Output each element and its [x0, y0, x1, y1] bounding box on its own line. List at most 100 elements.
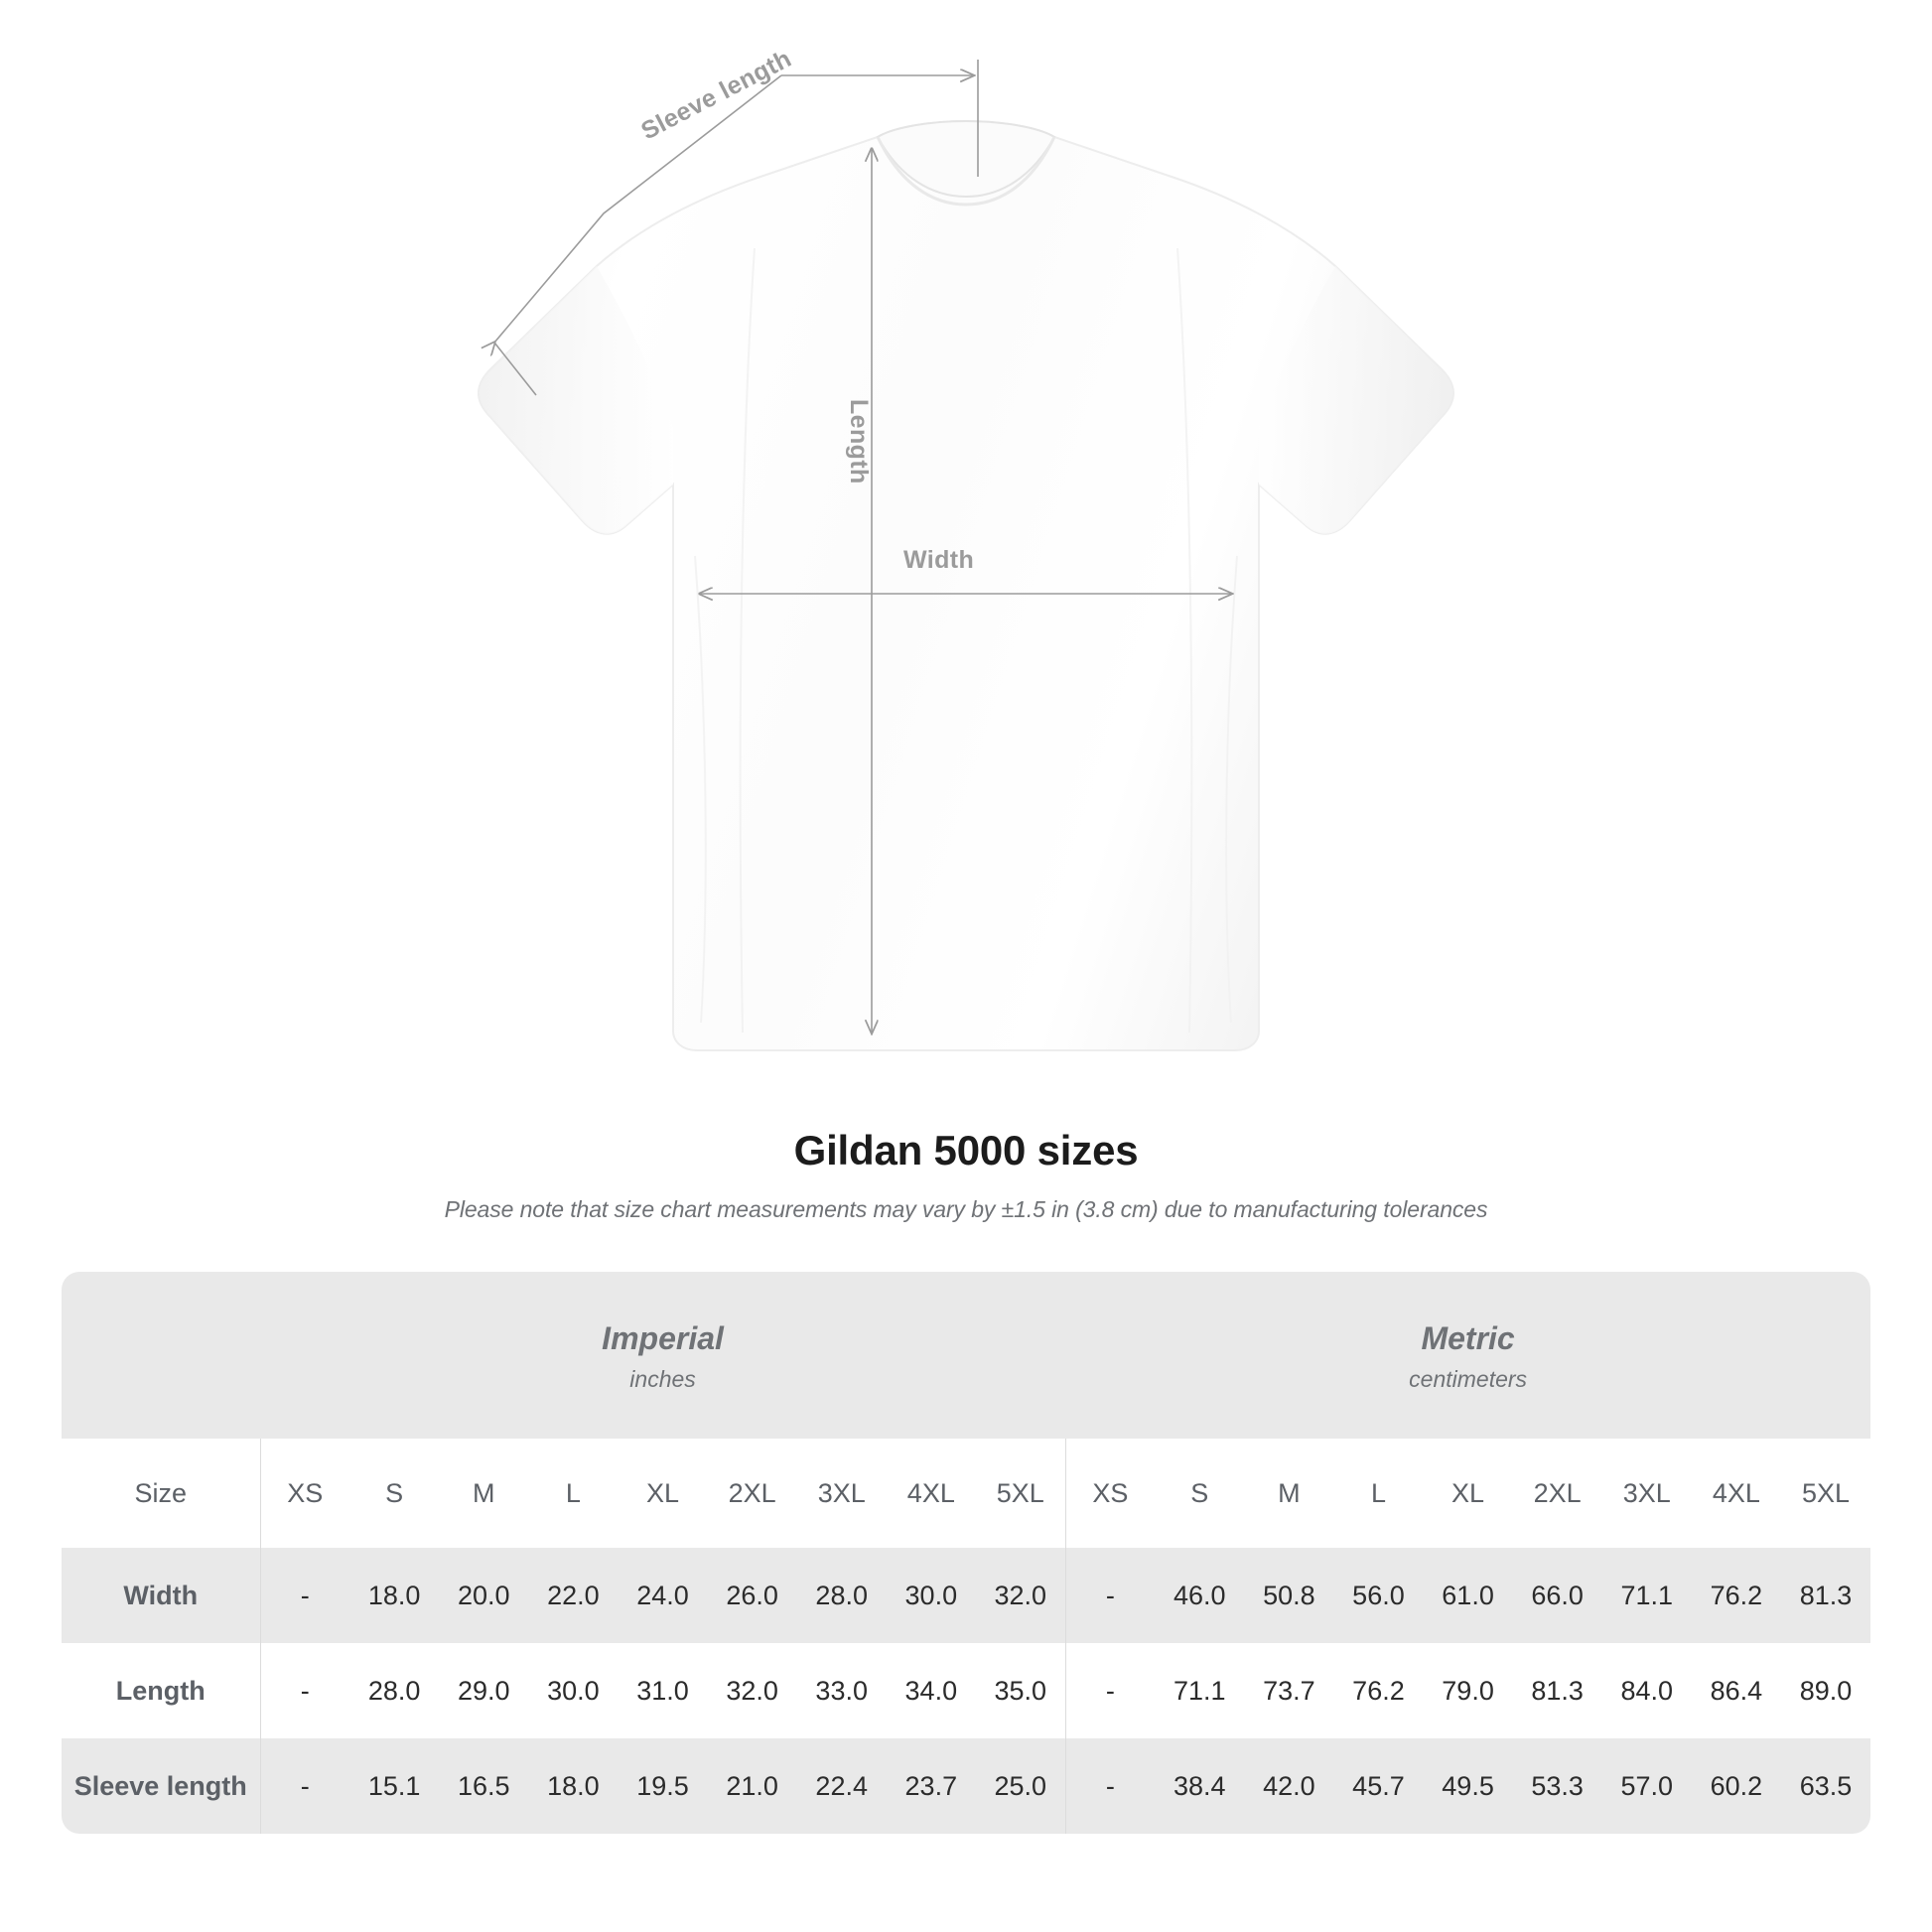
size-table-container: Imperial inches Metric centimeters Size XS S M L… — [62, 1272, 1871, 1834]
unit-row-spacer — [62, 1272, 260, 1439]
cell-sleeve-length-imperial-5xl: 25.0 — [975, 1738, 1066, 1834]
row-header-sleeve-length: Sleeve length — [62, 1738, 260, 1834]
cell-sleeve-length-metric-4xl: 60.2 — [1691, 1738, 1781, 1834]
cell-length-metric-xl: 79.0 — [1423, 1643, 1513, 1738]
cell-sleeve-length-imperial-s: 15.1 — [349, 1738, 440, 1834]
cell-sleeve-length-metric-xl: 49.5 — [1423, 1738, 1513, 1834]
cell-length-imperial-m: 29.0 — [439, 1643, 529, 1738]
cell-sleeve-length-metric-2xl: 53.3 — [1512, 1738, 1602, 1834]
cell-length-imperial-3xl: 33.0 — [796, 1643, 887, 1738]
cell-sleeve-length-imperial-xl: 19.5 — [618, 1738, 708, 1834]
sleeve-hem-tick — [493, 342, 537, 396]
size-column-header-imperial-4xl: 4XL — [886, 1439, 976, 1548]
length-label: Length — [845, 399, 873, 484]
cell-sleeve-length-metric-s: 38.4 — [1155, 1738, 1245, 1834]
unit-group-subtitle: centimeters — [1409, 1365, 1528, 1392]
table-row: Sleeve length -15.1 16.5 18.0 19.5 21.0 22.4 23… — [62, 1738, 1871, 1834]
left-sleeve-shading — [479, 266, 673, 534]
cell-width-imperial-xs: - — [259, 1548, 350, 1643]
cell-length-imperial-xl: 31.0 — [618, 1643, 708, 1738]
size-column-header-imperial-xl: XL — [618, 1439, 708, 1548]
size-column-header-metric-3xl: 3XL — [1601, 1439, 1692, 1548]
unit-group-subtitle: inches — [629, 1365, 696, 1392]
cell-width-metric-xs: - — [1064, 1548, 1156, 1643]
cell-width-imperial-5xl: 32.0 — [975, 1548, 1066, 1643]
size-column-header-imperial-3xl: 3XL — [796, 1439, 887, 1548]
unit-group-metric: Metric centimeters — [1065, 1272, 1871, 1439]
measurement-lines — [494, 60, 1231, 1033]
tolerance-note: Please note that size chart measurements… — [444, 1196, 1488, 1222]
cell-sleeve-length-metric-5xl: 63.5 — [1780, 1738, 1871, 1834]
unit-group-imperial: Imperial inches — [260, 1272, 1066, 1439]
cell-sleeve-length-imperial-3xl: 22.4 — [796, 1738, 887, 1834]
tshirt-illustration — [478, 60, 1454, 1051]
cell-length-imperial-xs: - — [259, 1643, 350, 1738]
cell-length-metric-2xl: 81.3 — [1512, 1643, 1602, 1738]
size-table: Imperial inches Metric centimeters Size XS S M L… — [62, 1272, 1871, 1834]
cell-width-metric-m: 50.8 — [1244, 1548, 1334, 1643]
size-column-header-imperial-s: S — [349, 1439, 440, 1548]
table-row: Length -28.0 29.0 30.0 31.0 32.0 33.0 34.0 35.0-… — [62, 1643, 1871, 1738]
cell-width-metric-l: 56.0 — [1333, 1548, 1424, 1643]
cell-length-metric-m: 73.7 — [1244, 1643, 1334, 1738]
cell-length-metric-5xl: 89.0 — [1780, 1643, 1871, 1738]
cell-width-metric-s: 46.0 — [1155, 1548, 1245, 1643]
size-column-header-imperial-5xl: 5XL — [975, 1439, 1066, 1548]
shirt-body-shape — [478, 119, 1454, 1051]
cell-sleeve-length-imperial-2xl: 21.0 — [707, 1738, 797, 1834]
cell-width-metric-2xl: 66.0 — [1512, 1548, 1602, 1643]
cell-width-imperial-xl: 24.0 — [618, 1548, 708, 1643]
cell-width-metric-5xl: 81.3 — [1780, 1548, 1871, 1643]
cell-width-imperial-3xl: 28.0 — [796, 1548, 887, 1643]
cell-sleeve-length-imperial-m: 16.5 — [439, 1738, 529, 1834]
size-column-header-metric-m: M — [1244, 1439, 1334, 1548]
size-column-header-metric-4xl: 4XL — [1691, 1439, 1781, 1548]
cell-length-imperial-5xl: 35.0 — [975, 1643, 1066, 1738]
tshirt-diagram: Sleeve length Length Width — [478, 45, 1454, 1051]
cell-width-imperial-2xl: 26.0 — [707, 1548, 797, 1643]
size-column-header-metric-5xl: 5XL — [1780, 1439, 1871, 1548]
title-block: Gildan 5000 sizes Please note that size … — [0, 1127, 1932, 1223]
cell-width-metric-3xl: 71.1 — [1601, 1548, 1692, 1643]
cell-length-imperial-l: 30.0 — [528, 1643, 619, 1738]
row-header-width: Width — [62, 1548, 260, 1643]
unit-group-name: Imperial — [602, 1319, 724, 1356]
cell-length-metric-3xl: 84.0 — [1601, 1643, 1692, 1738]
size-header-row: Size XS S M L XL 2XL 3XL 4XL 5XL XS S M L XL 2XL 3XL 4XL 5… — [62, 1439, 1871, 1548]
cell-sleeve-length-metric-m: 42.0 — [1244, 1738, 1334, 1834]
width-label: Width — [903, 546, 975, 574]
cell-length-imperial-2xl: 32.0 — [707, 1643, 797, 1738]
page-title: Gildan 5000 sizes — [793, 1127, 1139, 1173]
size-column-header-imperial-2xl: 2XL — [707, 1439, 797, 1548]
cell-sleeve-length-metric-xs: - — [1064, 1738, 1156, 1834]
cell-sleeve-length-imperial-l: 18.0 — [528, 1738, 619, 1834]
size-column-header-metric-s: S — [1155, 1439, 1245, 1548]
cell-width-imperial-s: 18.0 — [349, 1548, 440, 1643]
size-column-header-metric-xs: XS — [1064, 1439, 1156, 1548]
cell-length-imperial-s: 28.0 — [349, 1643, 440, 1738]
cell-sleeve-length-metric-l: 45.7 — [1333, 1738, 1424, 1834]
right-sleeve-shading — [1259, 266, 1453, 534]
cell-width-imperial-m: 20.0 — [439, 1548, 529, 1643]
cell-sleeve-length-metric-3xl: 57.0 — [1601, 1738, 1692, 1834]
size-column-header-imperial-xs: XS — [259, 1439, 350, 1548]
table-row: Width -18.0 20.0 22.0 24.0 26.0 28.0 30.0 32.0-4… — [62, 1548, 1871, 1643]
unit-header-row: Imperial inches Metric centimeters — [62, 1272, 1871, 1439]
size-column-header-imperial-m: M — [439, 1439, 529, 1548]
cell-length-imperial-4xl: 34.0 — [886, 1643, 976, 1738]
cell-width-imperial-4xl: 30.0 — [886, 1548, 976, 1643]
cell-width-metric-4xl: 76.2 — [1691, 1548, 1781, 1643]
sleeve-length-line — [494, 74, 782, 343]
size-column-header-imperial-l: L — [528, 1439, 619, 1548]
cell-width-imperial-l: 22.0 — [528, 1548, 619, 1643]
cell-width-metric-xl: 61.0 — [1423, 1548, 1513, 1643]
cell-sleeve-length-imperial-xs: - — [259, 1738, 350, 1834]
cell-sleeve-length-imperial-4xl: 23.7 — [886, 1738, 976, 1834]
size-column-header-metric-l: L — [1333, 1439, 1424, 1548]
cell-length-metric-xs: - — [1064, 1643, 1156, 1738]
fabric-folds — [694, 247, 1238, 1034]
size-header-cell: Size — [62, 1439, 260, 1548]
row-header-length: Length — [62, 1643, 260, 1738]
cell-length-metric-s: 71.1 — [1155, 1643, 1245, 1738]
